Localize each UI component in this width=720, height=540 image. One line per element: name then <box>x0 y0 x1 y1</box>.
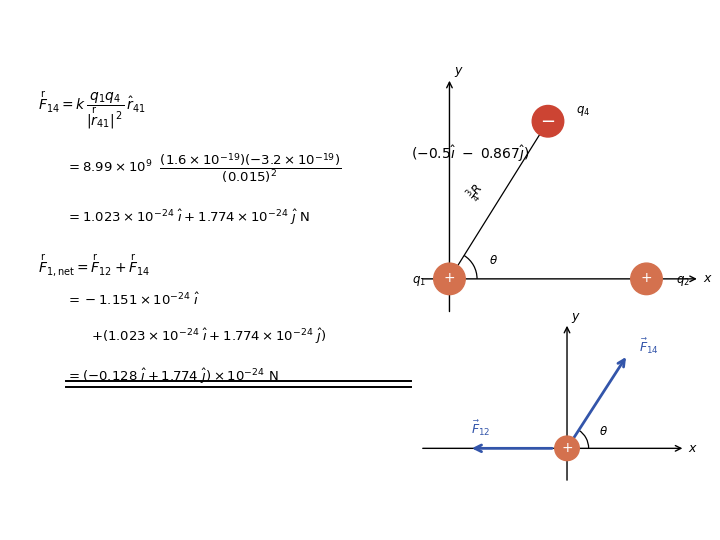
Text: $\overset{\mathsf{r}}{F}_{1,\mathrm{net}} = \overset{\mathsf{r}}{F}_{12} + \over: $\overset{\mathsf{r}}{F}_{1,\mathrm{net}… <box>37 252 150 278</box>
Text: $q_1$: $q_1$ <box>412 274 426 288</box>
Text: $+(1.023\times10^{-24}\ \hat{\imath}+1.774\times10^{-24}\ \hat{\jmath})$: $+(1.023\times10^{-24}\ \hat{\imath}+1.7… <box>91 327 327 346</box>
Text: $(-0.5\hat{\imath}\ -\ 0.867\hat{\jmath})$: $(-0.5\hat{\imath}\ -\ 0.867\hat{\jmath}… <box>411 144 529 165</box>
Text: $x$: $x$ <box>688 442 698 455</box>
Text: $q_4$: $q_4$ <box>575 104 590 118</box>
Text: $= 1.023\times10^{-24}\ \hat{\imath}+1.774\times10^{-24}\ \hat{\jmath}\ \mathrm{: $= 1.023\times10^{-24}\ \hat{\imath}+1.7… <box>66 208 310 227</box>
Text: $q_2$: $q_2$ <box>676 274 690 288</box>
Text: $\vec{F}_{14}$: $\vec{F}_{14}$ <box>639 336 659 356</box>
Text: $\overset{\mathsf{r}}{F}_{14} = k\,\dfrac{q_1 q_4}{|\overset{\mathsf{r}}{r}_{41}: $\overset{\mathsf{r}}{F}_{14} = k\,\dfra… <box>37 89 145 131</box>
Text: Erwin Sitompul: Erwin Sitompul <box>7 514 112 528</box>
Text: $= -1.151\times10^{-24}\ \hat{\imath}$: $= -1.151\times10^{-24}\ \hat{\imath}$ <box>66 292 200 308</box>
Text: $\theta$: $\theta$ <box>599 426 608 438</box>
Text: $\vec{F}_{12}$: $\vec{F}_{12}$ <box>471 418 490 438</box>
Circle shape <box>433 263 465 295</box>
Text: Example 3: Coulomb’s Law: Example 3: Coulomb’s Law <box>187 16 605 44</box>
Text: $y$: $y$ <box>571 311 580 325</box>
Text: $y$: $y$ <box>454 65 464 79</box>
Text: $-$: $-$ <box>541 111 556 129</box>
Text: University Physics: Wave and Electricity: University Physics: Wave and Electricity <box>222 514 498 528</box>
Circle shape <box>532 105 564 137</box>
Text: $\theta$: $\theta$ <box>489 254 498 267</box>
Text: $+$: $+$ <box>444 271 456 285</box>
Text: $= 8.99 \times 10^{9}\ \ \dfrac{(1.6\times10^{-19})(-3.2\times10^{-19})}{(0.015): $= 8.99 \times 10^{9}\ \ \dfrac{(1.6\tim… <box>66 151 341 185</box>
Text: $=(-0.128\ \hat{\imath}+1.774\ \hat{\jmath})\times10^{-24}\ \mathrm{N}$: $=(-0.128\ \hat{\imath}+1.774\ \hat{\jma… <box>66 367 279 386</box>
Text: 6/14: 6/14 <box>682 514 713 528</box>
Text: $x$: $x$ <box>703 272 713 285</box>
Circle shape <box>631 263 662 295</box>
Text: $+$: $+$ <box>561 441 573 455</box>
Text: $\frac{3}{4}R$: $\frac{3}{4}R$ <box>463 180 490 205</box>
Circle shape <box>555 436 580 461</box>
Text: $+$: $+$ <box>640 271 652 285</box>
